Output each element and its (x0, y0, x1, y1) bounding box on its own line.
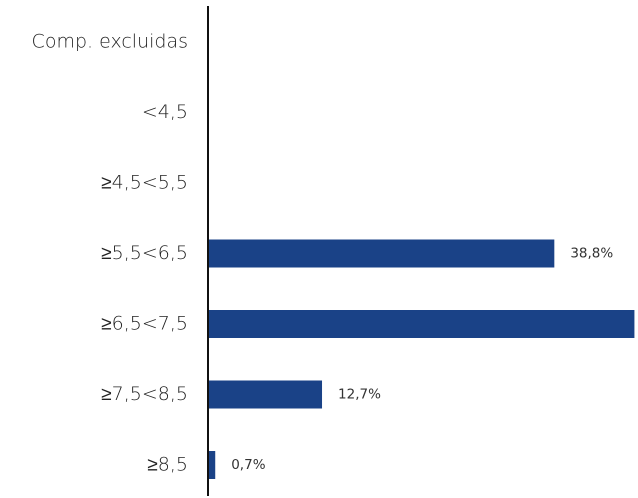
category-labels: Comp. excluidas <4,5 ≥4,5<5,5 ≥5,5<6,5 ≥6,5<… (32, 31, 188, 476)
category-label: ≥5,5<6,5 (101, 242, 188, 264)
bar (209, 239, 555, 268)
value-labels: 38,8%47,8%12,7%0,7% (231, 246, 613, 474)
category-label: ≥6,5<7,5 (101, 313, 188, 335)
bar (209, 380, 323, 409)
category-label: ≥7,5<8,5 (101, 383, 188, 405)
category-label: ≥4,5<5,5 (101, 172, 188, 194)
value-label: 38,8% (570, 246, 613, 262)
category-label: Comp. excluidas (32, 31, 188, 53)
bar (209, 451, 216, 479)
bars (209, 239, 635, 479)
value-label: 0,7% (231, 457, 265, 473)
value-label: 12,7% (338, 387, 381, 403)
category-label: <4,5 (142, 101, 188, 123)
bar (209, 310, 635, 338)
category-label: ≥8,5 (147, 454, 188, 476)
